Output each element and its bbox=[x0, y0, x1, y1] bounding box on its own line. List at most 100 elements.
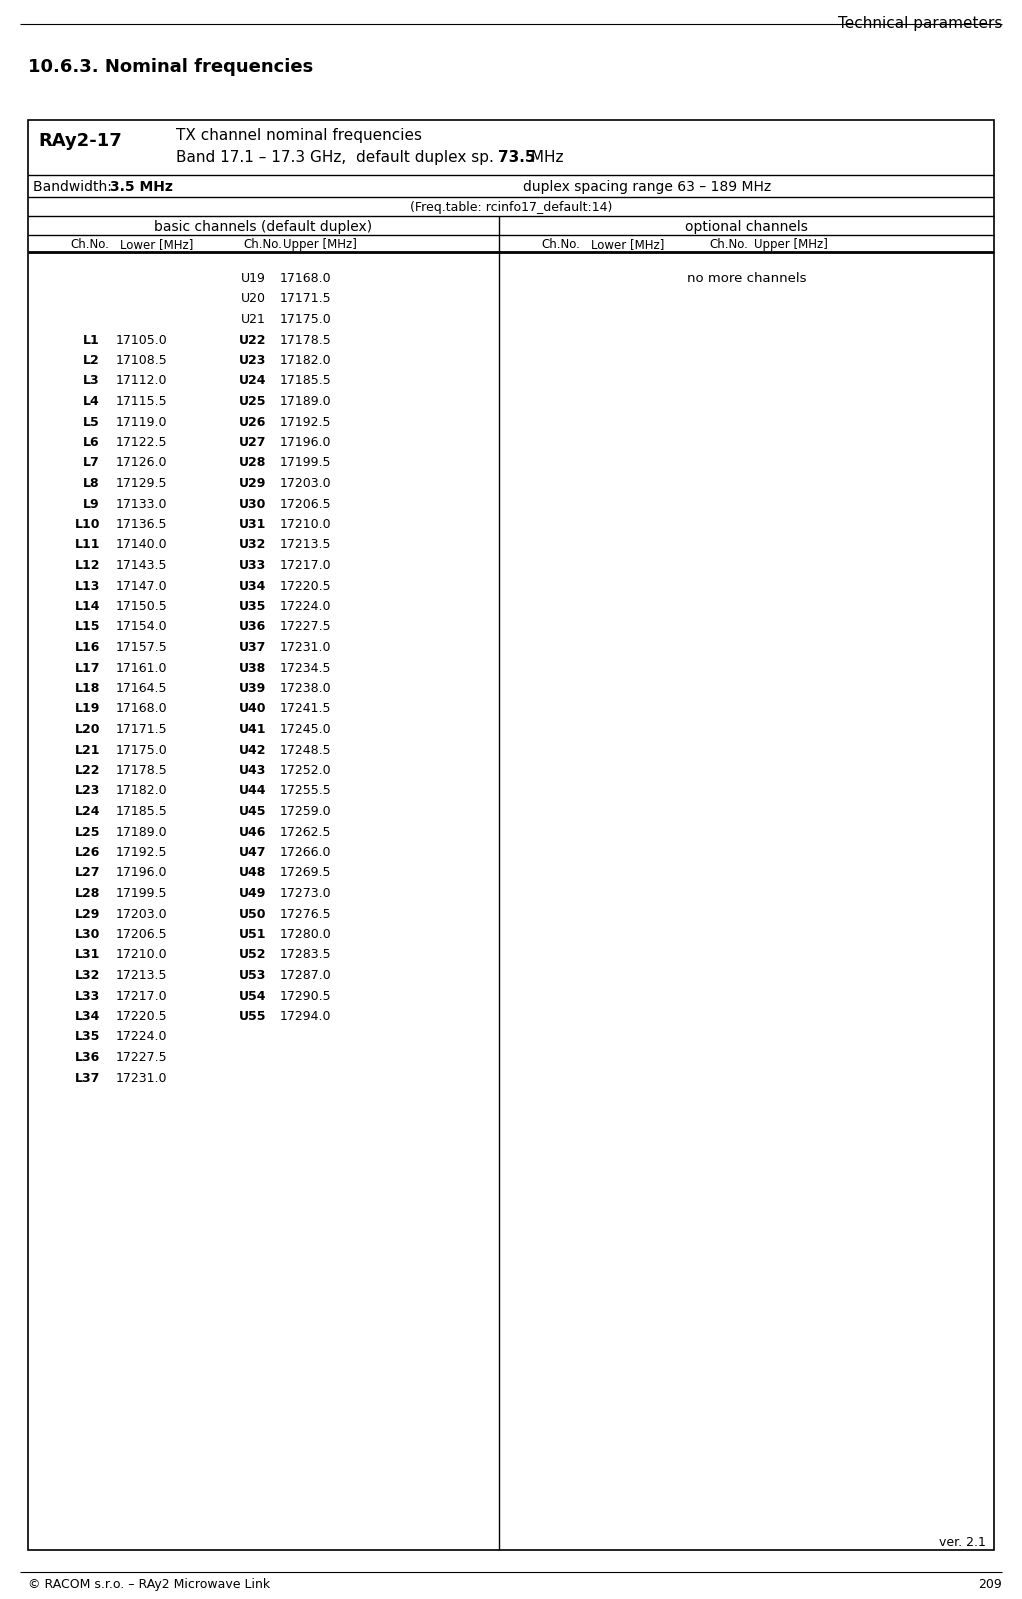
Text: Ch.No.: Ch.No. bbox=[243, 238, 282, 251]
Text: 17241.5: 17241.5 bbox=[280, 702, 331, 715]
Text: 17112.0: 17112.0 bbox=[117, 374, 168, 387]
Text: U55: U55 bbox=[238, 1011, 266, 1023]
Text: 17273.0: 17273.0 bbox=[280, 887, 331, 900]
Text: 17108.5: 17108.5 bbox=[117, 353, 168, 368]
Text: 17189.0: 17189.0 bbox=[117, 825, 168, 838]
Text: L14: L14 bbox=[75, 600, 100, 612]
Text: 17192.5: 17192.5 bbox=[280, 416, 331, 429]
Text: 17287.0: 17287.0 bbox=[280, 969, 332, 982]
Text: 17245.0: 17245.0 bbox=[280, 723, 331, 736]
Text: RAy2-17: RAy2-17 bbox=[38, 133, 122, 150]
Text: L31: L31 bbox=[75, 948, 100, 961]
Text: L12: L12 bbox=[75, 560, 100, 572]
Text: 17157.5: 17157.5 bbox=[117, 641, 168, 654]
Text: U31: U31 bbox=[238, 518, 266, 531]
Text: L1: L1 bbox=[83, 334, 100, 347]
Text: 17168.0: 17168.0 bbox=[117, 702, 168, 715]
Text: 17140.0: 17140.0 bbox=[117, 539, 168, 552]
Text: 17126.0: 17126.0 bbox=[117, 456, 168, 470]
Text: L24: L24 bbox=[75, 804, 100, 819]
Text: L26: L26 bbox=[75, 846, 100, 859]
Text: L23: L23 bbox=[75, 785, 100, 798]
Text: 17196.0: 17196.0 bbox=[280, 437, 331, 449]
Text: L27: L27 bbox=[75, 867, 100, 879]
Text: Upper [MHz]: Upper [MHz] bbox=[283, 238, 357, 251]
Text: 17168.0: 17168.0 bbox=[280, 272, 331, 285]
Text: U54: U54 bbox=[238, 990, 266, 1003]
Text: L10: L10 bbox=[75, 518, 100, 531]
Text: 17164.5: 17164.5 bbox=[117, 683, 168, 696]
Text: 73.5: 73.5 bbox=[498, 150, 536, 165]
Text: U22: U22 bbox=[238, 334, 266, 347]
Text: U53: U53 bbox=[238, 969, 266, 982]
Text: 17238.0: 17238.0 bbox=[280, 683, 331, 696]
Text: MHz: MHz bbox=[526, 150, 563, 165]
Text: U42: U42 bbox=[238, 744, 266, 756]
Text: L5: L5 bbox=[83, 416, 100, 429]
Text: 17178.5: 17178.5 bbox=[117, 764, 168, 777]
Text: L28: L28 bbox=[75, 887, 100, 900]
Text: Technical parameters: Technical parameters bbox=[838, 16, 1002, 30]
Text: 17171.5: 17171.5 bbox=[117, 723, 168, 736]
Text: ver. 2.1: ver. 2.1 bbox=[939, 1537, 986, 1549]
Text: 17115.5: 17115.5 bbox=[117, 395, 168, 408]
Text: 17185.5: 17185.5 bbox=[117, 804, 168, 819]
Text: U34: U34 bbox=[238, 579, 266, 593]
Text: TX channel nominal frequencies: TX channel nominal frequencies bbox=[176, 128, 422, 142]
Text: 17203.0: 17203.0 bbox=[280, 477, 331, 489]
Text: © RACOM s.r.o. – RAy2 Microwave Link: © RACOM s.r.o. – RAy2 Microwave Link bbox=[28, 1578, 270, 1591]
Text: 17283.5: 17283.5 bbox=[280, 948, 331, 961]
Text: L36: L36 bbox=[75, 1051, 100, 1063]
Text: 17217.0: 17217.0 bbox=[280, 560, 331, 572]
Text: 17143.5: 17143.5 bbox=[117, 560, 168, 572]
Text: U49: U49 bbox=[238, 887, 266, 900]
Text: 17259.0: 17259.0 bbox=[280, 804, 331, 819]
Text: 17175.0: 17175.0 bbox=[117, 744, 168, 756]
Text: 3.5 MHz: 3.5 MHz bbox=[110, 181, 173, 193]
Text: 17199.5: 17199.5 bbox=[117, 887, 168, 900]
Text: U26: U26 bbox=[238, 416, 266, 429]
Text: U43: U43 bbox=[238, 764, 266, 777]
Text: 10.6.3. Nominal frequencies: 10.6.3. Nominal frequencies bbox=[28, 58, 314, 77]
Text: 17122.5: 17122.5 bbox=[117, 437, 168, 449]
Text: 17252.0: 17252.0 bbox=[280, 764, 331, 777]
Text: 17133.0: 17133.0 bbox=[117, 497, 168, 510]
Text: 17203.0: 17203.0 bbox=[117, 908, 168, 921]
Text: 17136.5: 17136.5 bbox=[117, 518, 168, 531]
Text: 17213.5: 17213.5 bbox=[280, 539, 331, 552]
Text: U35: U35 bbox=[238, 600, 266, 612]
Text: U48: U48 bbox=[238, 867, 266, 879]
Text: L22: L22 bbox=[75, 764, 100, 777]
Text: L6: L6 bbox=[84, 437, 100, 449]
Text: L18: L18 bbox=[75, 683, 100, 696]
Text: L37: L37 bbox=[75, 1071, 100, 1084]
Text: L21: L21 bbox=[75, 744, 100, 756]
Text: U24: U24 bbox=[238, 374, 266, 387]
Text: 17213.5: 17213.5 bbox=[117, 969, 168, 982]
Text: U37: U37 bbox=[238, 641, 266, 654]
Text: L35: L35 bbox=[75, 1030, 100, 1044]
Text: U39: U39 bbox=[239, 683, 266, 696]
Text: 17178.5: 17178.5 bbox=[280, 334, 332, 347]
Text: U47: U47 bbox=[238, 846, 266, 859]
Text: L16: L16 bbox=[75, 641, 100, 654]
Text: U51: U51 bbox=[238, 927, 266, 940]
Text: Band 17.1 – 17.3 GHz,  default duplex sp.: Band 17.1 – 17.3 GHz, default duplex sp. bbox=[176, 150, 499, 165]
Text: 17227.5: 17227.5 bbox=[117, 1051, 168, 1063]
Text: (Freq.table: rcinfo17_default:14): (Freq.table: rcinfo17_default:14) bbox=[410, 201, 612, 214]
Text: L4: L4 bbox=[83, 395, 100, 408]
Text: L29: L29 bbox=[75, 908, 100, 921]
Text: optional channels: optional channels bbox=[685, 221, 808, 233]
Text: U41: U41 bbox=[238, 723, 266, 736]
Text: L33: L33 bbox=[75, 990, 100, 1003]
Text: U32: U32 bbox=[238, 539, 266, 552]
Text: U20: U20 bbox=[241, 293, 266, 305]
Text: 17224.0: 17224.0 bbox=[117, 1030, 168, 1044]
Text: 17262.5: 17262.5 bbox=[280, 825, 331, 838]
Text: no more channels: no more channels bbox=[687, 272, 806, 285]
Text: U25: U25 bbox=[238, 395, 266, 408]
Text: Lower [MHz]: Lower [MHz] bbox=[591, 238, 664, 251]
Text: 17105.0: 17105.0 bbox=[117, 334, 168, 347]
Text: U30: U30 bbox=[238, 497, 266, 510]
Text: 17210.0: 17210.0 bbox=[117, 948, 168, 961]
